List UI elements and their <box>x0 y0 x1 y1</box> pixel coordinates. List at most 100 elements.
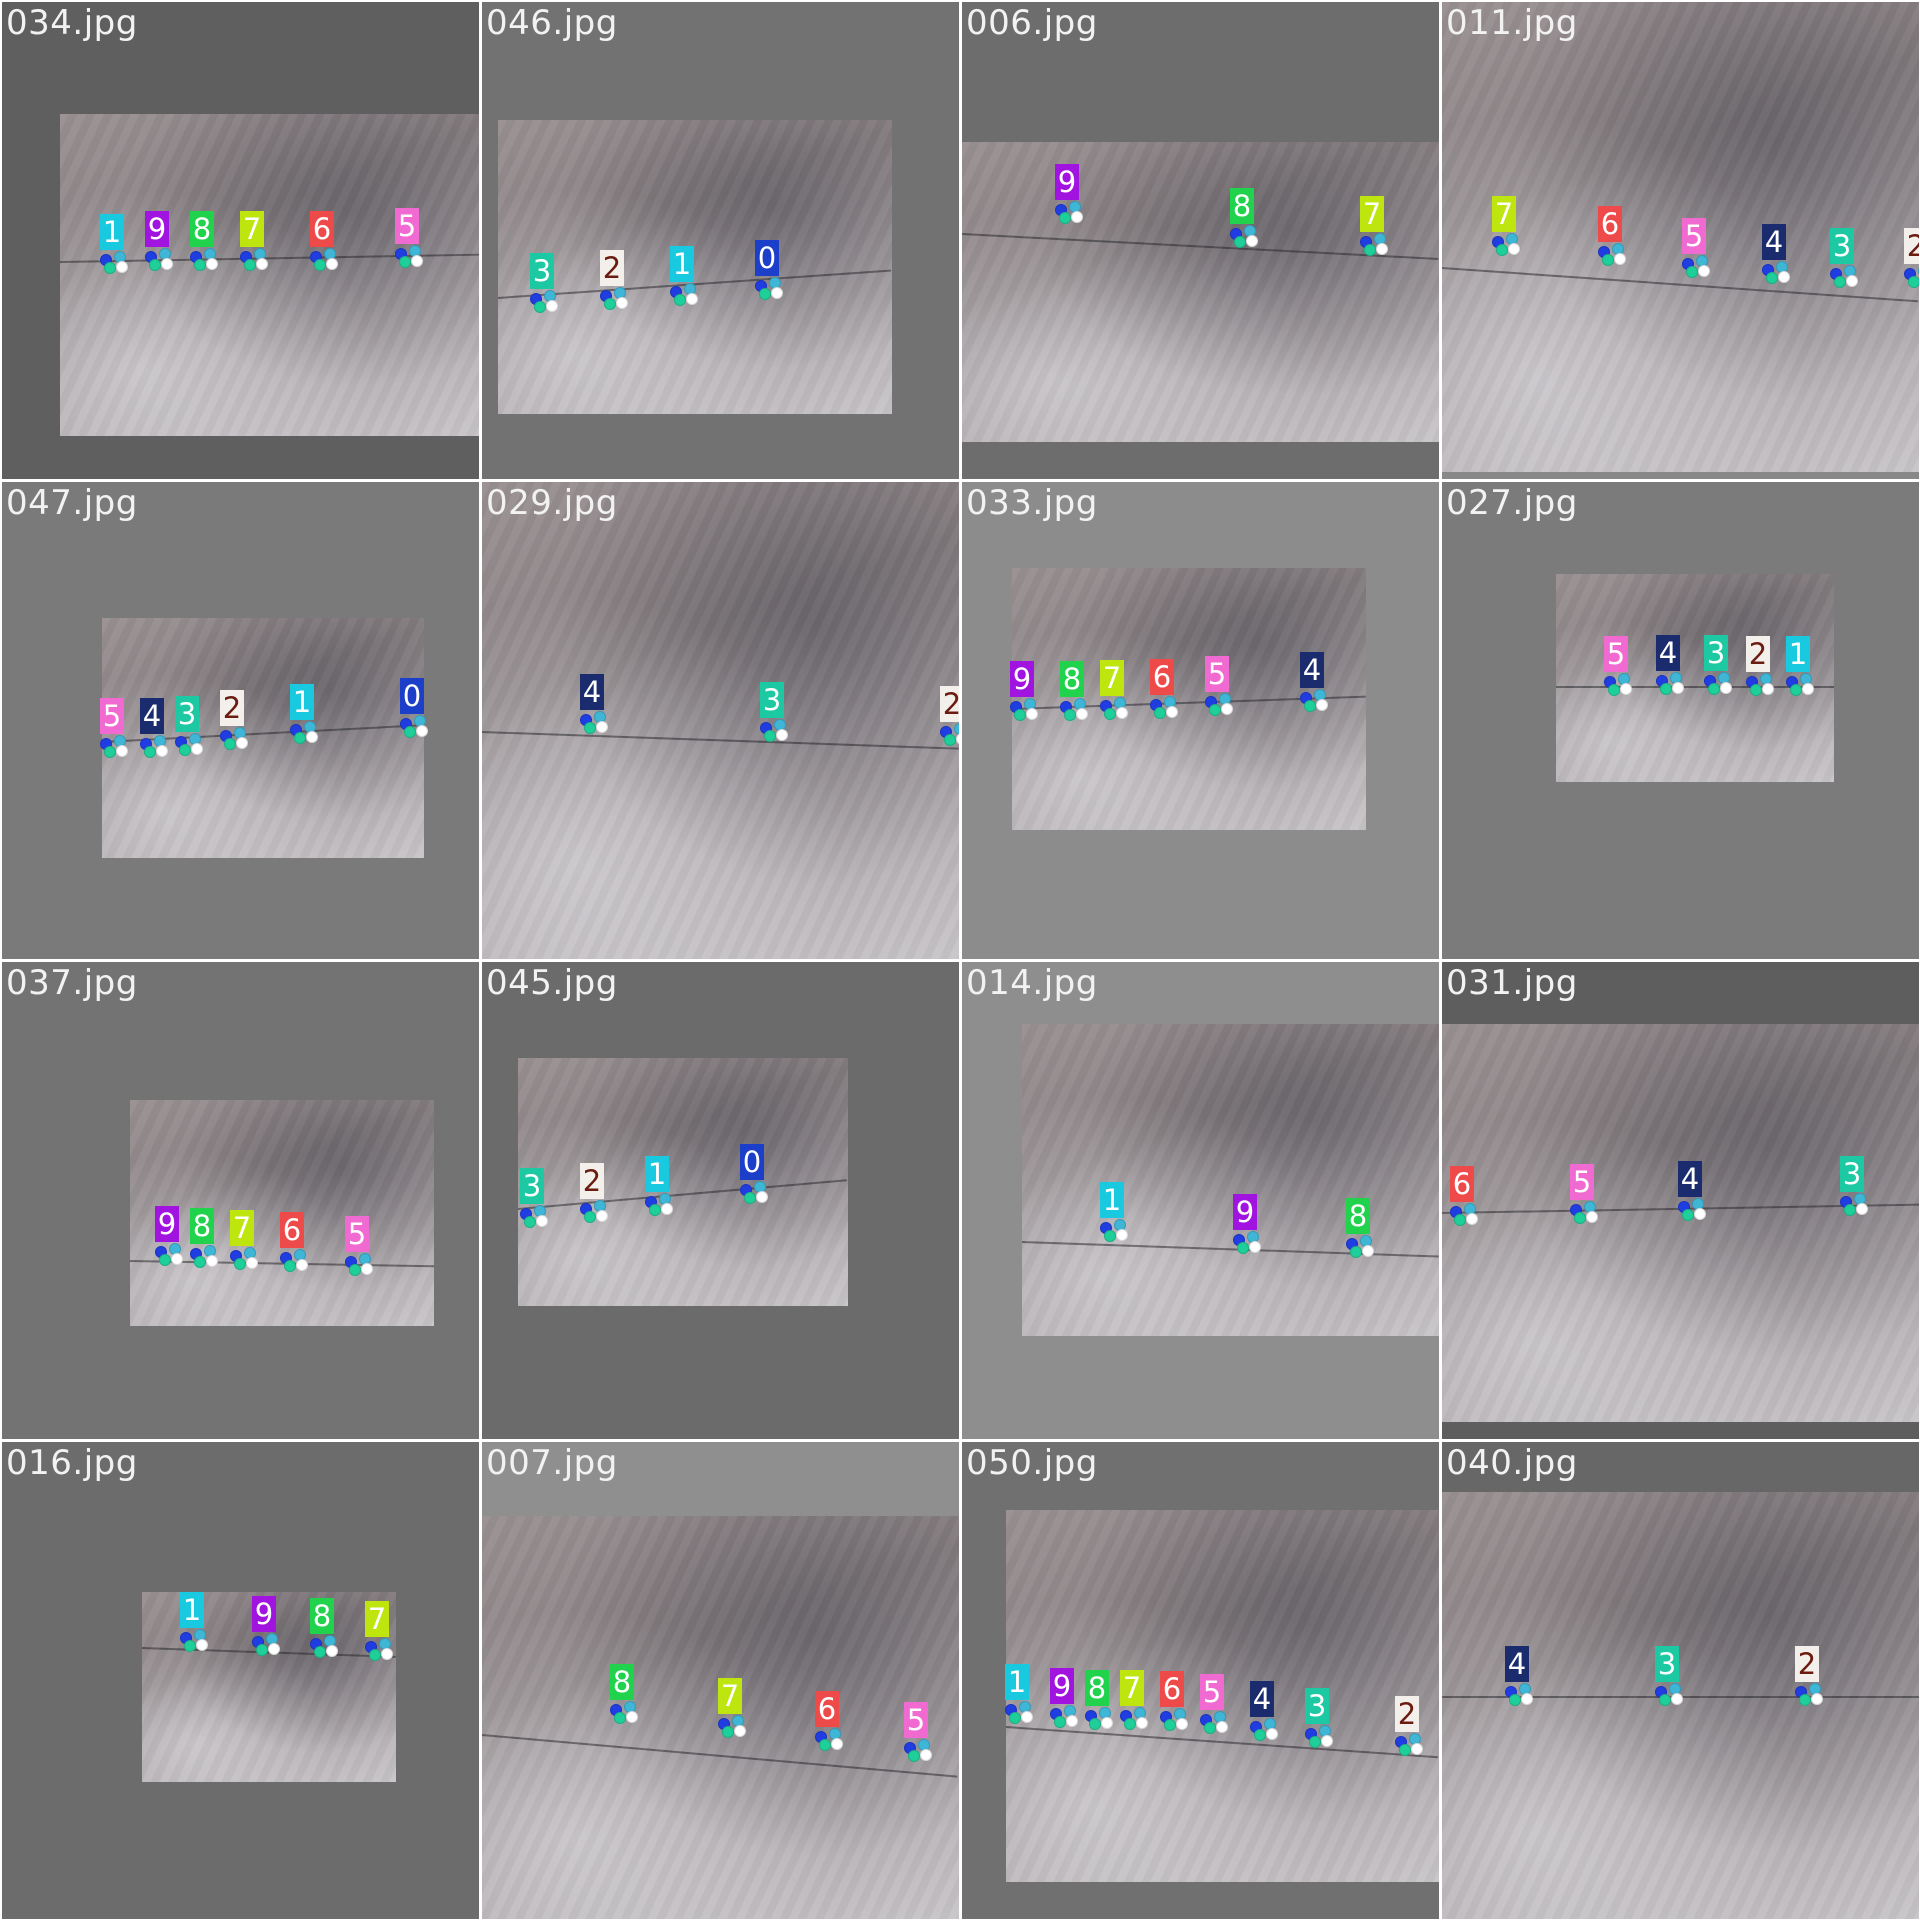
image-filename-label: 006.jpg <box>966 3 1098 43</box>
detection-class-tag: 5 <box>1570 1164 1594 1200</box>
keypoint-dot <box>236 737 248 749</box>
thumbnail-tile[interactable]: 029.jpg 4 3 2 <box>482 482 959 959</box>
keypoint-dot <box>1672 682 1684 694</box>
thumbnail-tile[interactable]: 037.jpg 9 8 7 6 5 <box>2 962 479 1439</box>
detection-class-tag: 7 <box>240 211 264 247</box>
detection-class-tag: 1 <box>670 246 694 282</box>
keypoint-dot <box>819 1739 831 1751</box>
detection-class-tag: 6 <box>1160 1671 1184 1707</box>
thumbnail-tile[interactable]: 007.jpg 8 7 6 5 <box>482 1442 959 1919</box>
keypoint-dot <box>1376 243 1388 255</box>
keypoint-dot <box>1454 1214 1466 1226</box>
image-filename-label: 031.jpg <box>1446 963 1578 1003</box>
thumbnail-tile[interactable]: 046.jpg 3 2 1 0 <box>482 2 959 479</box>
keypoint-dot <box>1586 1211 1598 1223</box>
detection-marker: 8 <box>190 1208 218 1268</box>
thumbnail-tile[interactable]: 011.jpg 7 6 5 4 3 2 <box>1442 2 1919 479</box>
keypoint-dot <box>1694 1208 1706 1220</box>
keypoint-dot <box>244 259 256 271</box>
keypoint-dot <box>1708 683 1720 695</box>
keypoint-dot <box>104 746 116 758</box>
keypoint-dot <box>1321 1735 1333 1747</box>
keypoint-dot <box>246 1257 258 1269</box>
thumbnail-tile[interactable]: 045.jpg 3 2 1 0 <box>482 962 959 1439</box>
thumbnail-tile[interactable]: 027.jpg 5 4 3 2 1 <box>1442 482 1919 959</box>
detection-class-tag: 5 <box>1604 636 1628 672</box>
detection-marker: 4 <box>1300 652 1328 712</box>
image-filename-label: 040.jpg <box>1446 1443 1578 1483</box>
detection-marker: 3 <box>175 696 203 756</box>
keypoint-dot <box>399 256 411 268</box>
keypoint-dot <box>1221 703 1233 715</box>
keypoint-dot <box>764 730 776 742</box>
keypoint-dot <box>156 745 168 757</box>
image-filename-label: 033.jpg <box>966 483 1098 523</box>
detection-class-tag: 9 <box>1010 661 1034 697</box>
thumbnail-tile[interactable]: 033.jpg 9 8 7 6 5 4 <box>962 482 1439 959</box>
keypoint-dot <box>771 287 783 299</box>
steel-plate-photo <box>482 482 959 959</box>
thumbnail-tile[interactable]: 040.jpg 4 3 2 <box>1442 1442 1919 1919</box>
keypoint-dot <box>411 255 423 267</box>
keypoint-dot <box>831 1738 843 1750</box>
keypoint-dot <box>584 722 596 734</box>
detection-marker: 8 <box>1230 188 1258 248</box>
thumbnail-tile[interactable]: 016.jpg 1 9 8 7 <box>2 1442 479 1919</box>
keypoint-dot <box>1608 684 1620 696</box>
detection-marker: 5 <box>345 1216 373 1276</box>
detection-class-tag: 9 <box>1055 164 1079 200</box>
thumbnail-tile[interactable]: 031.jpg 6 5 4 3 <box>1442 962 1919 1439</box>
keypoint-dot <box>596 1210 608 1222</box>
thumbnail-tile[interactable]: 014.jpg 1 9 8 <box>962 962 1439 1439</box>
keypoint-dot <box>256 1644 268 1656</box>
detection-marker: 3 <box>1840 1156 1868 1216</box>
detection-class-tag: 6 <box>1450 1166 1474 1202</box>
keypoint-dot <box>1698 265 1710 277</box>
keypoint-dot <box>1059 212 1071 224</box>
detection-marker: 9 <box>155 1206 183 1266</box>
detection-class-tag: 2 <box>1746 636 1770 672</box>
keypoint-dot <box>744 1192 756 1204</box>
detection-class-tag: 2 <box>940 686 959 722</box>
detection-marker: 1 <box>670 246 698 306</box>
detection-marker: 6 <box>815 1691 843 1751</box>
detection-marker: 7 <box>1492 196 1520 256</box>
keypoint-dot <box>536 1215 548 1227</box>
keypoint-dot <box>1216 1721 1228 1733</box>
detection-marker: 9 <box>252 1596 280 1656</box>
keypoint-dot <box>1076 708 1088 720</box>
detection-class-tag: 7 <box>1100 660 1124 696</box>
thumbnail-tile[interactable]: 034.jpg 1 9 8 7 6 5 <box>2 2 479 479</box>
detection-class-tag: 1 <box>645 1156 669 1192</box>
detection-marker: 4 <box>580 674 608 734</box>
keypoint-dot <box>1778 271 1790 283</box>
thumbnail-tile[interactable]: 050.jpg 1 9 8 7 6 5 4 3 2 <box>962 1442 1439 1919</box>
detection-marker: 4 <box>1250 1681 1278 1741</box>
keypoint-dot <box>1089 1718 1101 1730</box>
detection-marker: 2 <box>220 690 248 750</box>
keypoint-dot <box>349 1264 361 1276</box>
steel-plate-photo <box>518 1058 848 1306</box>
thumbnail-tile[interactable]: 047.jpg 5 4 3 2 1 0 <box>2 482 479 959</box>
keypoint-dot <box>224 738 236 750</box>
keypoint-dot <box>1154 707 1166 719</box>
image-filename-label: 014.jpg <box>966 963 1098 1003</box>
keypoint-dot <box>759 288 771 300</box>
detection-marker: 9 <box>1233 1194 1261 1254</box>
keypoint-dot <box>1204 1722 1216 1734</box>
detection-class-tag: 2 <box>600 250 624 286</box>
keypoint-dot <box>1136 1717 1148 1729</box>
keypoint-dot <box>920 1749 932 1761</box>
steel-plate-photo <box>1012 568 1366 830</box>
keypoint-dot <box>1054 1716 1066 1728</box>
detection-marker: 5 <box>904 1702 932 1762</box>
thumbnail-tile[interactable]: 006.jpg 9 8 7 <box>962 2 1439 479</box>
detection-class-tag: 4 <box>1678 1161 1702 1197</box>
detection-marker: 1 <box>100 214 128 274</box>
keypoint-dot <box>306 731 318 743</box>
detection-marker: 1 <box>1100 1182 1128 1242</box>
keypoint-dot <box>404 726 416 738</box>
keypoint-dot <box>1856 1203 1868 1215</box>
detection-marker: 7 <box>718 1678 746 1738</box>
keypoint-dot <box>416 725 428 737</box>
